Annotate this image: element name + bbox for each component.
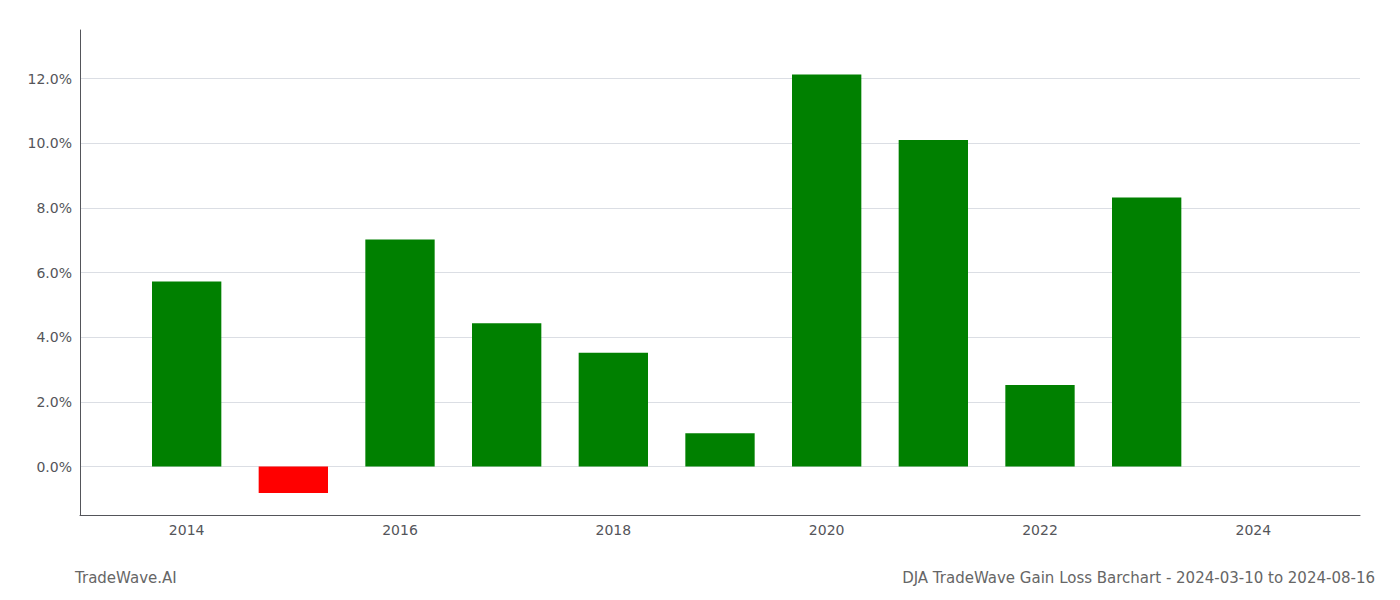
svg-text:2022: 2022 xyxy=(1022,522,1058,538)
svg-text:6.0%: 6.0% xyxy=(36,265,72,281)
svg-text:2014: 2014 xyxy=(169,522,205,538)
svg-text:2020: 2020 xyxy=(809,522,845,538)
svg-text:2024: 2024 xyxy=(1236,522,1272,538)
svg-text:2.0%: 2.0% xyxy=(36,394,72,410)
svg-text:10.0%: 10.0% xyxy=(28,135,72,151)
svg-text:8.0%: 8.0% xyxy=(36,200,72,216)
svg-text:2016: 2016 xyxy=(382,522,418,538)
svg-text:12.0%: 12.0% xyxy=(28,71,72,87)
svg-text:4.0%: 4.0% xyxy=(36,329,72,345)
svg-text:2018: 2018 xyxy=(596,522,632,538)
svg-text:0.0%: 0.0% xyxy=(36,459,72,475)
svg-text:TradeWave.AI: TradeWave.AI xyxy=(74,569,177,587)
svg-text:DJA TradeWave Gain Loss Barcha: DJA TradeWave Gain Loss Barchart - 2024-… xyxy=(902,569,1375,587)
